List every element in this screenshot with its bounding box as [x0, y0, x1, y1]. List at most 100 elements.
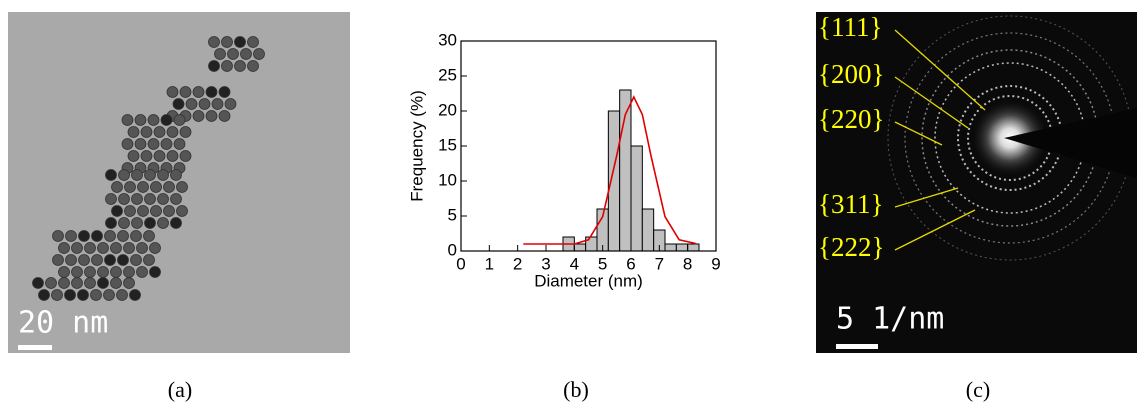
nanoparticle	[136, 266, 148, 278]
x-tick-label: 4	[570, 254, 579, 273]
leader-line	[894, 29, 986, 111]
nanoparticle	[179, 126, 192, 138]
nanoparticle	[234, 60, 246, 72]
nanoparticle	[163, 205, 175, 217]
nanoparticle	[153, 150, 166, 162]
nanoparticle	[127, 126, 140, 138]
nanoparticle	[65, 230, 77, 242]
caption: (b)	[563, 377, 589, 402]
ring-label: {200}	[818, 59, 884, 89]
nanoparticle	[185, 98, 198, 110]
leader-line	[894, 187, 959, 208]
nanoparticle	[221, 36, 233, 48]
nanoparticle	[110, 242, 122, 254]
nanoparticle	[91, 254, 103, 266]
nanoparticle	[123, 277, 135, 289]
scale-label: 20 nm	[18, 306, 108, 341]
y-tick-label: 20	[438, 100, 457, 119]
nanoparticle	[211, 98, 224, 110]
nanoparticle	[111, 181, 123, 193]
y-tick-label: 30	[438, 30, 457, 49]
nanoparticle	[84, 277, 96, 289]
nanoparticle	[58, 277, 70, 289]
plot-frame	[460, 40, 717, 252]
scale-bar	[836, 344, 878, 349]
nanoparticle	[143, 254, 155, 266]
nanoparticle	[124, 205, 136, 217]
nanoparticle	[105, 217, 117, 229]
nanoparticle	[144, 169, 156, 181]
nanoparticle	[208, 36, 220, 48]
bar	[573, 243, 587, 252]
nanoparticle	[105, 193, 117, 205]
nanoparticle	[103, 289, 115, 301]
nanoparticle	[134, 138, 147, 150]
leader-line	[894, 121, 943, 146]
nanoparticle	[218, 86, 231, 98]
y-tick-label: 15	[438, 135, 457, 154]
nanoparticle	[176, 205, 188, 217]
y-tick-label: 25	[438, 65, 457, 84]
nanoparticle	[224, 98, 237, 110]
nanoparticle	[218, 110, 231, 122]
nanoparticle	[253, 48, 265, 60]
nanoparticle	[150, 205, 162, 217]
nanoparticle	[97, 266, 109, 278]
nanoparticle	[65, 254, 77, 266]
bar	[607, 110, 621, 252]
nanoparticle	[127, 150, 140, 162]
nanoparticle	[140, 150, 153, 162]
nanoparticle	[176, 181, 188, 193]
nanoparticle	[173, 138, 186, 150]
nanoparticle	[221, 60, 233, 72]
nanoparticle	[111, 205, 123, 217]
nanoparticle	[78, 230, 90, 242]
scale-bar	[18, 345, 52, 350]
nanoparticle	[117, 230, 129, 242]
nanoparticle	[166, 150, 179, 162]
nanoparticle	[205, 86, 218, 98]
bar	[664, 243, 677, 252]
nanoparticle	[117, 254, 129, 266]
x-tick-label: 8	[683, 254, 692, 273]
nanoparticle	[140, 126, 153, 138]
nanoparticle	[170, 193, 182, 205]
nanoparticle	[129, 289, 141, 301]
nanoparticle	[51, 289, 63, 301]
nanoparticle	[77, 289, 89, 301]
nanoparticle	[179, 86, 192, 98]
x-tick-label: 9	[711, 254, 720, 273]
nanoparticle	[110, 266, 122, 278]
nanoparticle	[118, 193, 130, 205]
nanoparticle	[123, 266, 135, 278]
beam-stop	[1004, 108, 1137, 178]
nanoparticle	[84, 242, 96, 254]
x-axis-label: Diameter (nm)	[534, 271, 643, 290]
nanoparticle	[32, 277, 44, 289]
nanoparticle	[52, 254, 64, 266]
nanoparticle	[137, 205, 149, 217]
saed-image	[816, 12, 1137, 353]
nanoparticle	[170, 217, 182, 229]
x-tick-label: 2	[513, 254, 522, 273]
bar	[585, 236, 598, 252]
x-tick-label: 5	[598, 254, 607, 273]
leader-lines	[894, 29, 986, 251]
nanoparticle	[160, 114, 173, 126]
nanoparticle	[104, 230, 116, 242]
nanoparticle	[205, 110, 218, 122]
x-tick-label: 3	[541, 254, 550, 273]
nanoparticle	[58, 242, 70, 254]
bar	[630, 145, 643, 252]
nanoparticle	[104, 254, 116, 266]
nanoparticle	[192, 110, 205, 122]
nanoparticle	[147, 138, 160, 150]
nanoparticle	[123, 242, 135, 254]
caption: (c)	[966, 377, 990, 402]
nanoparticle	[192, 86, 205, 98]
nanoparticle	[172, 98, 185, 110]
nanoparticle	[166, 86, 179, 98]
scale-label: 5 1/nm	[836, 302, 944, 337]
nanoparticle	[144, 193, 156, 205]
